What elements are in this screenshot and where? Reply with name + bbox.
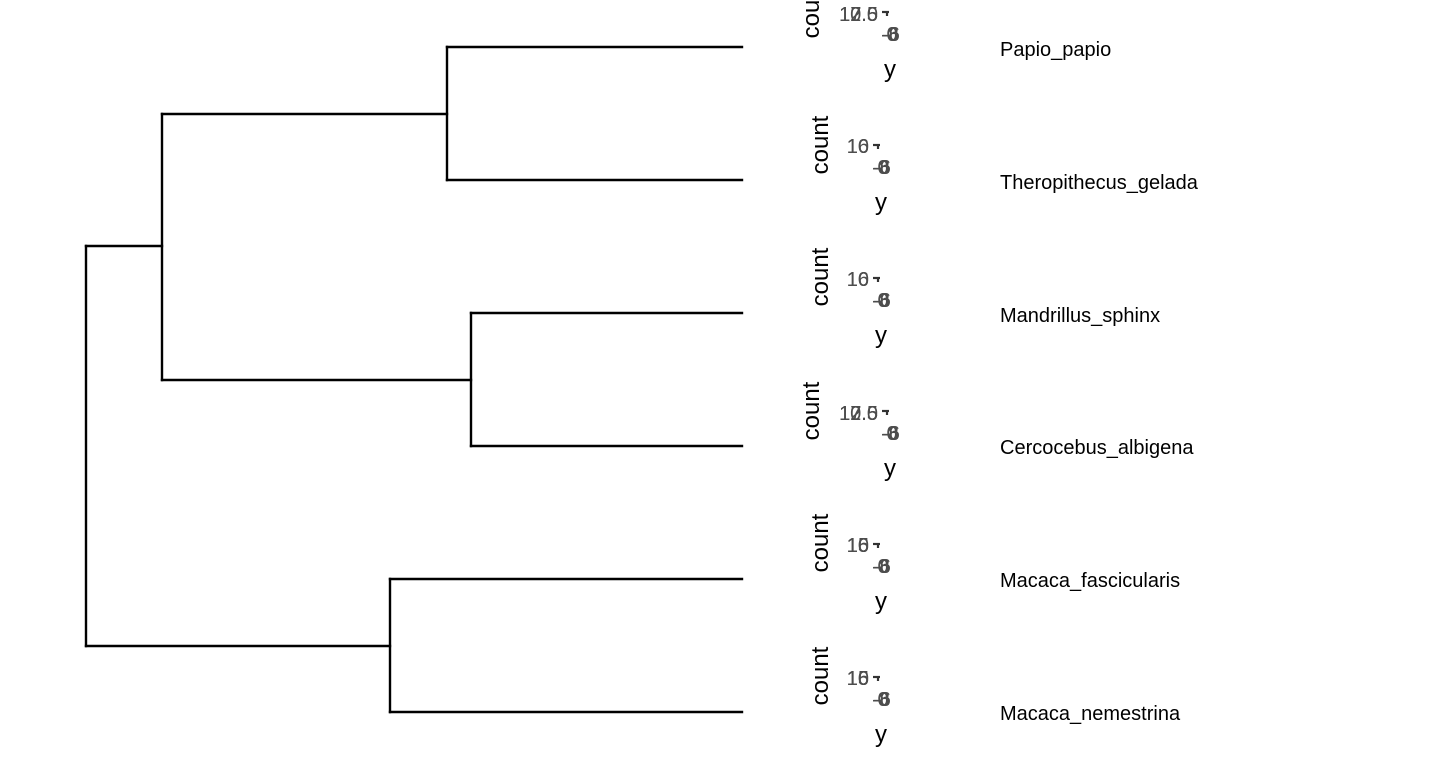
inset-x-axis-title: y xyxy=(875,322,887,349)
inset-plot-mandrillus: count 16 10 -8 -6 0 y xyxy=(807,247,891,349)
inset-plot-nemestrina: count 16 15 10 -8 -6 0 y xyxy=(807,646,891,748)
inset-x-tick-label: -6 xyxy=(882,24,900,46)
tip-label-papio: Papio_papio xyxy=(1000,39,1111,61)
tip-labels: Papio_papio Theropithecus_gelada Mandril… xyxy=(1000,39,1199,725)
inset-x-tick-label: 0 xyxy=(877,290,888,312)
inset-y-tick-label: 15 xyxy=(847,535,869,557)
inset-x-axis-title: y xyxy=(884,455,896,482)
inset-y-tick-label: 12.5 xyxy=(839,403,878,425)
tip-label-nemestrina: Macaca_nemestrina xyxy=(1000,703,1181,725)
inset-y-tick-label: 10 xyxy=(847,136,869,158)
inset-x-tick-label: 0 xyxy=(877,689,888,711)
inset-y-tick-label: 16 xyxy=(847,269,869,291)
inset-x-tick-label: -6 xyxy=(873,556,891,578)
inset-y-axis-title: count xyxy=(807,513,834,572)
inset-y-tick-label: 10.0 xyxy=(839,4,878,26)
inset-x-tick-label: -6 xyxy=(873,290,891,312)
inset-x-axis-title: y xyxy=(875,721,887,748)
inset-x-tick-label: 0 xyxy=(877,556,888,578)
inset-x-tick-label: -6 xyxy=(873,689,891,711)
tree-branches xyxy=(84,45,744,714)
inset-y-axis-title: count xyxy=(798,0,825,38)
inset-x-tick-label: -8 xyxy=(872,290,890,312)
inset-y-tick-label: 16 xyxy=(847,668,869,690)
inset-plot-fascicularis: count 16 15 10 -8 -6 0 y xyxy=(807,513,891,615)
inset-x-axis-title: y xyxy=(875,189,887,216)
inset-y-tick-label: 10 xyxy=(847,535,869,557)
inset-y-tick-label: 12.5 xyxy=(839,4,878,26)
tip-label-mandrillus: Mandrillus_sphinx xyxy=(1000,305,1160,327)
inset-x-axis-title: y xyxy=(875,588,887,615)
inset-y-axis-title: count xyxy=(807,247,834,306)
inset-y-tick-label: 10 xyxy=(847,668,869,690)
inset-x-tick-label: 0 xyxy=(886,423,897,445)
inset-x-tick-label: -8 xyxy=(881,423,899,445)
inset-x-tick-label: -8 xyxy=(872,689,890,711)
inset-plot-cercocebus: count 12.5 10.0 7.5 -8 -6 0 y xyxy=(798,381,900,482)
inset-x-axis-title: y xyxy=(884,56,896,83)
inset-x-tick-label: 0 xyxy=(877,157,888,179)
inset-y-axis-title: count xyxy=(807,115,834,174)
tip-label-fascicularis: Macaca_fascicularis xyxy=(1000,570,1180,592)
inset-y-axis-title: count xyxy=(798,381,825,440)
tip-label-cercocebus: Cercocebus_albigena xyxy=(1000,437,1194,459)
inset-x-tick-label: -8 xyxy=(881,24,899,46)
inset-y-axis-title: count xyxy=(807,646,834,705)
inset-x-tick-label: -8 xyxy=(872,556,890,578)
inset-y-tick-label: 10 xyxy=(847,269,869,291)
inset-y-tick-label: 16 xyxy=(847,136,869,158)
inset-x-tick-label: -6 xyxy=(882,423,900,445)
inset-y-tick-label: 7.5 xyxy=(850,403,878,425)
tip-label-theropithecus: Theropithecus_gelada xyxy=(1000,172,1199,194)
inset-y-tick-label: 16 xyxy=(847,535,869,557)
inset-y-tick-label: 7.5 xyxy=(850,4,878,26)
inset-x-tick-label: -8 xyxy=(872,157,890,179)
inset-x-tick-label: -6 xyxy=(873,157,891,179)
inset-plot-theropithecus: count 16 10 -8 -6 0 y xyxy=(807,115,891,216)
inset-plot-papio: count 12.5 10.0 7.5 -8 -6 0 y xyxy=(798,0,900,83)
inset-x-tick-label: 0 xyxy=(886,24,897,46)
inset-y-tick-label: 15 xyxy=(847,668,869,690)
inset-y-tick-label: 10.0 xyxy=(839,403,878,425)
